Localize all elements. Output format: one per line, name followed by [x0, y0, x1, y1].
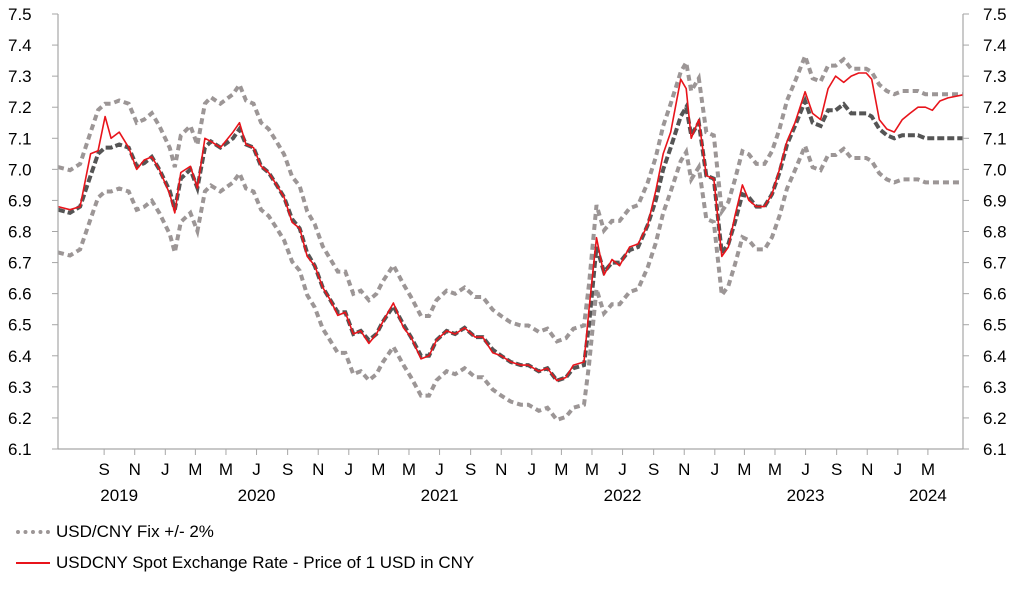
y-tick-label-right: 6.6: [983, 285, 1007, 304]
y-tick-label-left: 6.4: [8, 347, 32, 366]
legend-item-band: USD/CNY Fix +/- 2%: [16, 522, 214, 542]
x-tick-label: J: [618, 460, 627, 479]
x-year-label: 2022: [604, 486, 642, 505]
x-tick-label: M: [768, 460, 782, 479]
y-tick-label-left: 6.9: [8, 191, 32, 210]
y-tick-label-right: 6.1: [983, 440, 1007, 459]
y-tick-label-left: 7.2: [8, 98, 32, 117]
y-tick-label-right: 7.5: [983, 5, 1007, 24]
x-tick-label: J: [711, 460, 720, 479]
x-tick-label: N: [678, 460, 690, 479]
y-axis-left-ticks: 6.1 6.2 6.3 6.4 6.5 6.6 6.7 6.8 6.9 7.0 7.1 7.2 7.3 7…: [8, 5, 58, 459]
fix-line: [57, 95, 963, 383]
y-tick-label-left: 6.7: [8, 254, 32, 273]
y-tick-label-left: 7.5: [8, 5, 32, 24]
fix-series-line: [57, 95, 963, 383]
x-tick-label: S: [831, 460, 842, 479]
legend-label-spot: USDCNY Spot Exchange Rate - Price of 1 U…: [56, 553, 475, 572]
x-tick-label: N: [495, 460, 507, 479]
y-tick-label-left: 6.3: [8, 378, 32, 397]
y-tick-label-right: 7.3: [983, 67, 1007, 86]
x-tick-label: S: [282, 460, 293, 479]
x-tick-label: J: [252, 460, 261, 479]
x-tick-label: M: [921, 460, 935, 479]
x-tick-label: J: [528, 460, 537, 479]
x-tick-label: J: [801, 460, 810, 479]
y-tick-label-right: 6.9: [983, 191, 1007, 210]
y-tick-label-left: 7.0: [8, 160, 32, 179]
y-tick-label-right: 7.0: [983, 160, 1007, 179]
x-tick-label: S: [98, 460, 109, 479]
x-tick-label: J: [161, 460, 170, 479]
y-tick-label-left: 7.4: [8, 36, 32, 55]
y-tick-label-right: 6.8: [983, 223, 1007, 242]
y-tick-label-right: 6.4: [983, 347, 1007, 366]
fix-band-lines: [57, 50, 963, 423]
x-tick-label: M: [188, 460, 202, 479]
x-axis-year-labels: 2019 2020 2021 2022 2023 2024: [100, 486, 947, 505]
spot-series-line: [57, 72, 964, 382]
y-tick-label-left: 6.8: [8, 223, 32, 242]
x-tick-label: M: [585, 460, 599, 479]
x-tick-label: N: [312, 460, 324, 479]
x-tick-label: M: [219, 460, 233, 479]
y-tick-label-right: 6.3: [983, 378, 1007, 397]
y-tick-label-right: 6.5: [983, 316, 1007, 335]
band-upper-line: [57, 50, 963, 344]
x-tick-label: S: [648, 460, 659, 479]
x-tick-label: M: [402, 460, 416, 479]
y-tick-label-right: 6.2: [983, 409, 1007, 428]
axes: [57, 14, 964, 450]
x-tick-label: J: [894, 460, 903, 479]
y-tick-label-right: 7.4: [983, 36, 1007, 55]
legend-swatch-band: [16, 530, 50, 534]
band-lower-line: [57, 140, 963, 423]
x-tick-label: N: [129, 460, 141, 479]
x-year-label: 2021: [421, 486, 459, 505]
x-tick-label: N: [861, 460, 873, 479]
y-tick-label-right: 7.1: [983, 129, 1007, 148]
y-tick-label-left: 6.6: [8, 285, 32, 304]
y-axis-right-ticks: 6.1 6.2 6.3 6.4 6.5 6.6 6.7 6.8 6.9 7.0 7.1 7.2 7.3 7…: [963, 5, 1007, 459]
x-year-label: 2023: [787, 486, 825, 505]
y-tick-label-right: 6.7: [983, 254, 1007, 273]
x-year-label: 2019: [100, 486, 138, 505]
x-tick-label: J: [345, 460, 354, 479]
y-tick-label-left: 6.1: [8, 440, 32, 459]
x-year-label: 2024: [909, 486, 947, 505]
y-tick-label-right: 7.2: [983, 98, 1007, 117]
spot-line: [57, 72, 964, 382]
x-tick-label: J: [435, 460, 444, 479]
x-tick-label: M: [554, 460, 568, 479]
x-tick-label: M: [737, 460, 751, 479]
legend-item-spot: USDCNY Spot Exchange Rate - Price of 1 U…: [16, 553, 474, 573]
x-tick-label: M: [371, 460, 385, 479]
legend-label-band: USD/CNY Fix +/- 2%: [56, 522, 214, 541]
y-tick-label-left: 7.1: [8, 129, 32, 148]
y-tick-label-left: 7.3: [8, 67, 32, 86]
x-year-label: 2020: [238, 486, 276, 505]
y-tick-label-left: 6.2: [8, 409, 32, 428]
y-tick-label-left: 6.5: [8, 316, 32, 335]
legend-swatch-spot: [16, 562, 50, 564]
x-tick-label: S: [465, 460, 476, 479]
